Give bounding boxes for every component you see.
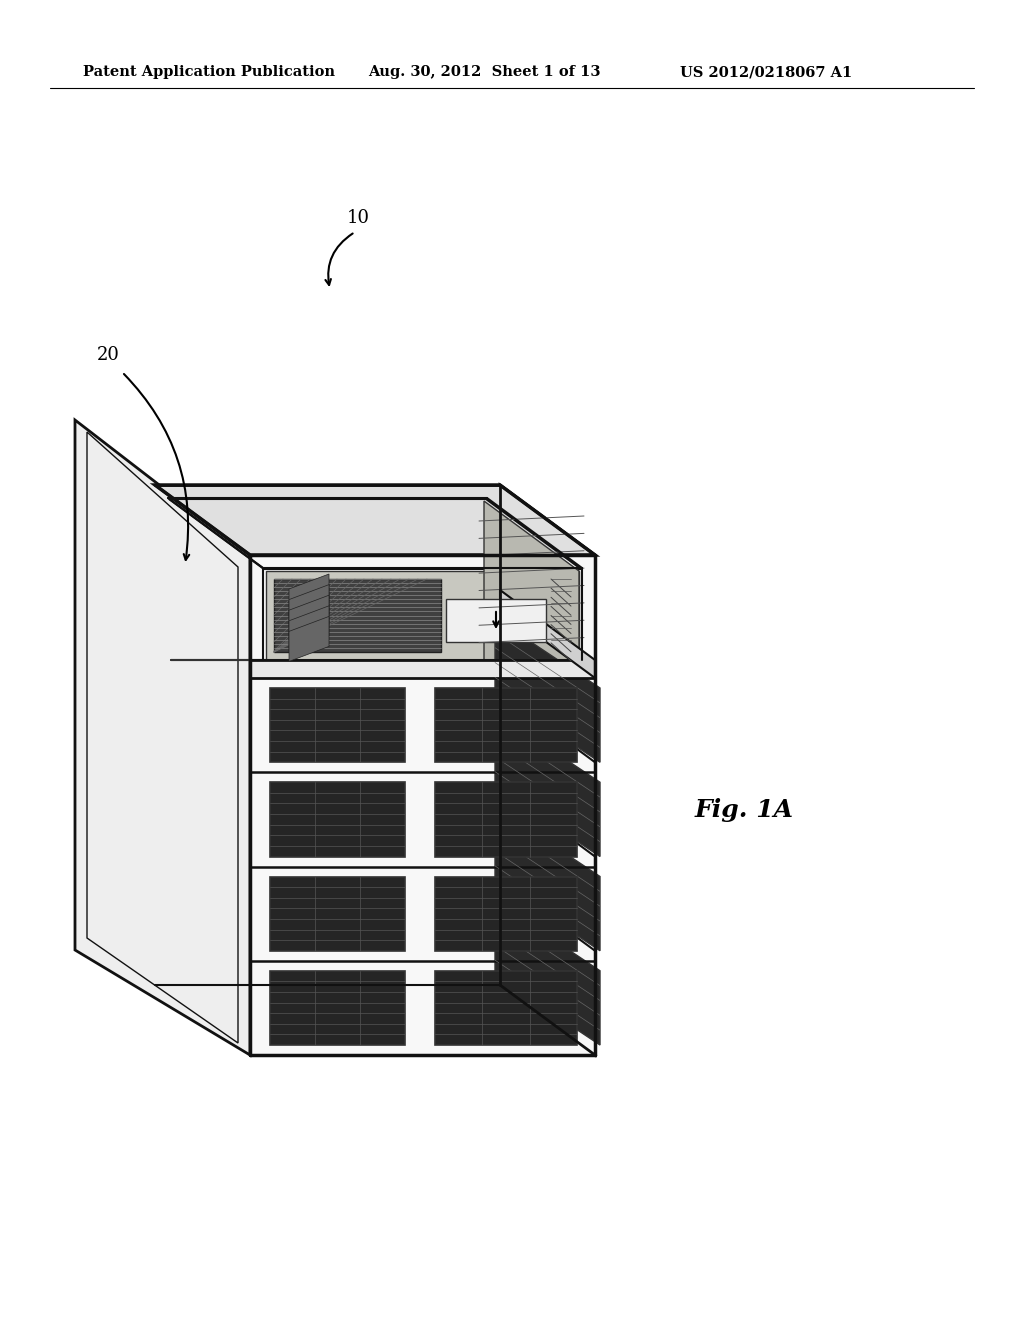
- Polygon shape: [495, 713, 600, 857]
- Polygon shape: [289, 595, 329, 640]
- Text: 10: 10: [346, 209, 370, 227]
- Text: Patent Application Publication: Patent Application Publication: [83, 65, 335, 79]
- Polygon shape: [266, 572, 579, 660]
- Polygon shape: [270, 970, 406, 1045]
- Polygon shape: [289, 585, 329, 630]
- Polygon shape: [274, 579, 441, 652]
- Text: Aug. 30, 2012  Sheet 1 of 13: Aug. 30, 2012 Sheet 1 of 13: [368, 65, 600, 79]
- Polygon shape: [435, 876, 577, 950]
- Polygon shape: [500, 484, 595, 1055]
- Polygon shape: [435, 783, 577, 857]
- Polygon shape: [495, 900, 600, 1045]
- Polygon shape: [446, 599, 546, 642]
- Polygon shape: [250, 660, 595, 678]
- Polygon shape: [270, 688, 406, 762]
- Polygon shape: [500, 590, 595, 678]
- Polygon shape: [289, 616, 329, 661]
- Polygon shape: [289, 574, 329, 619]
- Polygon shape: [155, 484, 595, 554]
- Text: 20: 20: [96, 346, 120, 364]
- Text: Fig. 1A: Fig. 1A: [695, 799, 794, 822]
- Polygon shape: [484, 502, 579, 660]
- Polygon shape: [289, 606, 329, 651]
- Polygon shape: [435, 688, 577, 762]
- Polygon shape: [75, 420, 250, 1055]
- Text: US 2012/0218067 A1: US 2012/0218067 A1: [680, 65, 852, 79]
- Polygon shape: [495, 618, 600, 762]
- Polygon shape: [270, 876, 406, 950]
- Polygon shape: [270, 783, 406, 857]
- Polygon shape: [250, 554, 595, 1055]
- Polygon shape: [495, 807, 600, 950]
- Polygon shape: [435, 970, 577, 1045]
